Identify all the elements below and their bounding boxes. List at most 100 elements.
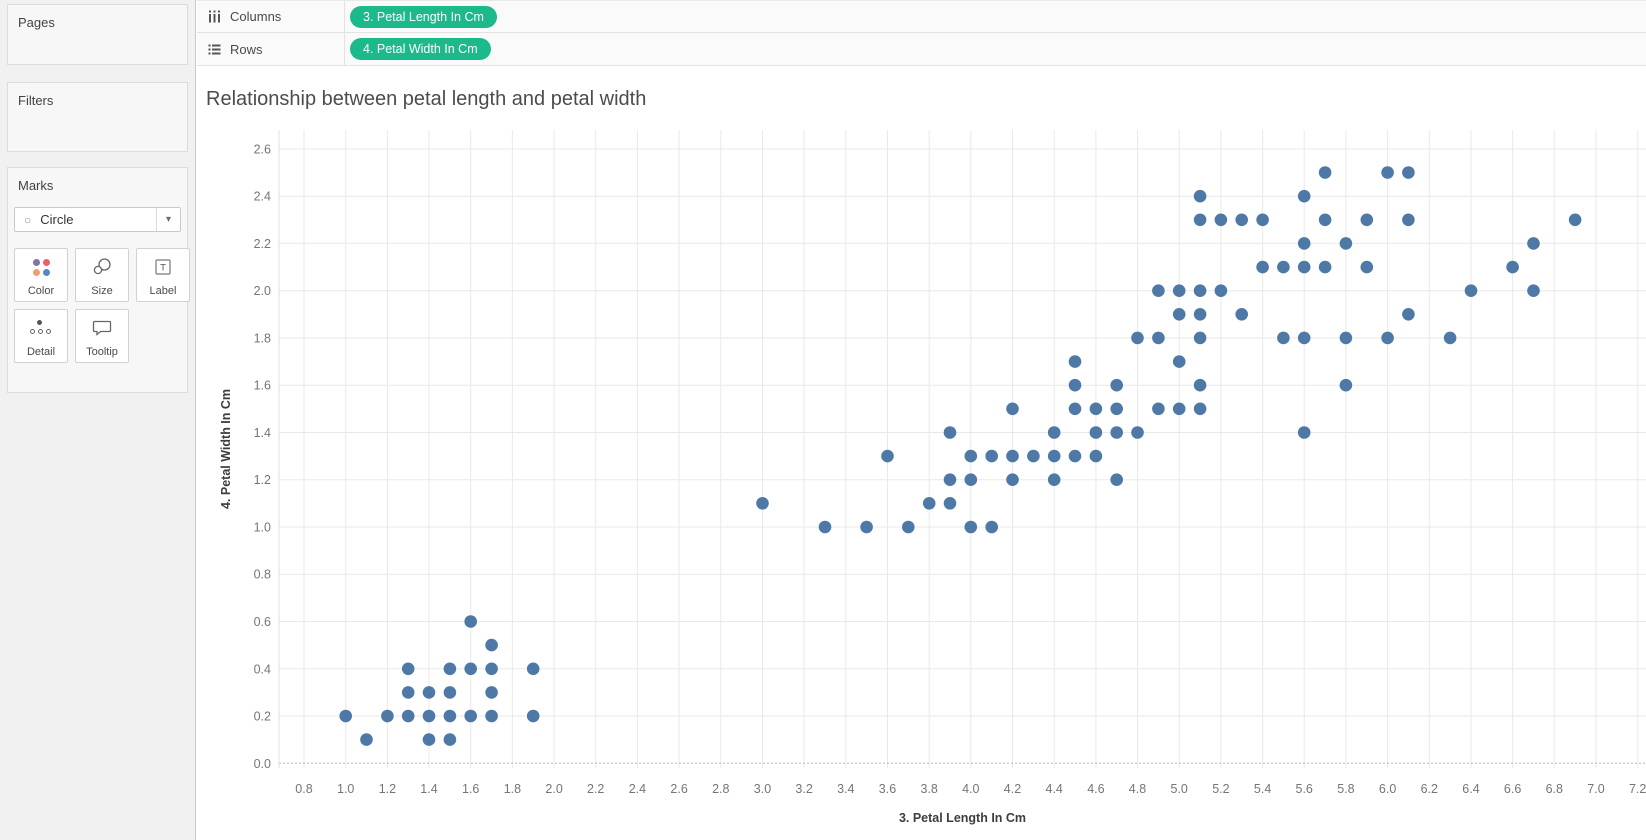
data-point[interactable] xyxy=(422,709,436,723)
data-point[interactable] xyxy=(1297,260,1311,274)
data-point[interactable] xyxy=(1110,473,1123,487)
data-point[interactable] xyxy=(1047,426,1061,439)
data-point[interactable] xyxy=(485,638,498,652)
tooltip-button[interactable]: Tooltip xyxy=(75,309,129,363)
data-point[interactable] xyxy=(443,662,457,676)
data-point[interactable] xyxy=(1089,449,1103,463)
data-point[interactable] xyxy=(1277,260,1290,274)
data-point[interactable] xyxy=(1381,166,1394,179)
data-point[interactable] xyxy=(1297,426,1311,439)
data-point[interactable] xyxy=(881,449,894,463)
data-point[interactable] xyxy=(485,686,498,699)
data-point[interactable] xyxy=(1110,402,1123,416)
detail-button[interactable]: Detail xyxy=(14,309,68,363)
data-point[interactable] xyxy=(360,733,373,746)
data-point[interactable] xyxy=(1006,449,1019,463)
data-point[interactable] xyxy=(1256,213,1269,227)
data-point[interactable] xyxy=(1006,402,1019,416)
data-point[interactable] xyxy=(922,497,936,510)
data-point[interactable] xyxy=(464,615,478,628)
data-point[interactable] xyxy=(1256,260,1269,274)
data-point[interactable] xyxy=(422,686,436,699)
data-point[interactable] xyxy=(1339,237,1353,250)
data-point[interactable] xyxy=(964,473,978,487)
mark-type-dropdown[interactable]: ○ Circle ▾ xyxy=(14,207,181,232)
size-button[interactable]: Size xyxy=(75,248,129,302)
data-point[interactable] xyxy=(1318,260,1332,274)
data-point[interactable] xyxy=(1068,378,1082,392)
data-point[interactable] xyxy=(1402,166,1415,179)
data-point[interactable] xyxy=(1193,331,1207,345)
data-point[interactable] xyxy=(1172,355,1186,368)
scatter-plot[interactable]: 0.8 1.0 1.2 1.4 1.6 1.8 2.0 2.2 2.4 2.6 2.8 3.0 3.2 3… xyxy=(200,120,1646,840)
data-point[interactable] xyxy=(485,709,498,723)
data-point[interactable] xyxy=(1568,213,1582,227)
data-point[interactable] xyxy=(526,662,540,676)
data-point[interactable] xyxy=(756,497,769,510)
chevron-down-icon[interactable]: ▾ xyxy=(156,208,180,231)
data-point[interactable] xyxy=(1068,449,1082,463)
data-point[interactable] xyxy=(1027,449,1040,463)
data-point[interactable] xyxy=(902,520,915,534)
data-point[interactable] xyxy=(1318,213,1332,227)
data-point[interactable] xyxy=(1402,308,1415,321)
data-point[interactable] xyxy=(1506,260,1519,274)
data-point[interactable] xyxy=(1110,378,1123,392)
data-point[interactable] xyxy=(943,426,957,439)
data-point[interactable] xyxy=(1131,426,1144,439)
data-point[interactable] xyxy=(1214,284,1228,297)
data-point[interactable] xyxy=(526,709,540,723)
data-point[interactable] xyxy=(964,520,978,534)
data-point[interactable] xyxy=(485,662,498,676)
data-point[interactable] xyxy=(1068,402,1082,416)
columns-shelf[interactable]: Columns 3. Petal Length In Cm xyxy=(197,0,1646,33)
data-point[interactable] xyxy=(1214,213,1228,227)
data-point[interactable] xyxy=(1193,378,1207,392)
data-point[interactable] xyxy=(1193,284,1207,297)
data-point[interactable] xyxy=(985,520,998,534)
data-point[interactable] xyxy=(1235,308,1248,321)
pages-shelf[interactable]: Pages xyxy=(7,4,188,65)
data-point[interactable] xyxy=(1443,331,1457,345)
data-point[interactable] xyxy=(1277,331,1290,345)
data-point[interactable] xyxy=(1193,402,1207,416)
data-point[interactable] xyxy=(1297,331,1311,345)
data-point[interactable] xyxy=(1339,378,1353,392)
data-point[interactable] xyxy=(1047,449,1061,463)
data-point[interactable] xyxy=(1152,284,1165,297)
data-point[interactable] xyxy=(1235,213,1248,227)
data-point[interactable] xyxy=(1360,260,1374,274)
data-point[interactable] xyxy=(401,662,415,676)
data-point[interactable] xyxy=(1172,308,1186,321)
filters-shelf[interactable]: Filters xyxy=(7,82,188,152)
data-point[interactable] xyxy=(443,709,457,723)
data-point[interactable] xyxy=(1089,426,1103,439)
data-point[interactable] xyxy=(422,733,436,746)
data-point[interactable] xyxy=(1318,166,1332,179)
label-button[interactable]: T Label xyxy=(136,248,190,302)
data-point[interactable] xyxy=(1193,213,1207,227)
data-point[interactable] xyxy=(1339,331,1353,345)
data-point[interactable] xyxy=(1152,331,1165,345)
data-point[interactable] xyxy=(1402,213,1415,227)
data-point[interactable] xyxy=(985,449,998,463)
data-point[interactable] xyxy=(860,520,873,534)
data-point[interactable] xyxy=(401,686,415,699)
data-point[interactable] xyxy=(1089,402,1103,416)
data-point[interactable] xyxy=(464,662,478,676)
data-point[interactable] xyxy=(1172,284,1186,297)
data-point[interactable] xyxy=(401,709,415,723)
data-point[interactable] xyxy=(1527,284,1540,297)
data-point[interactable] xyxy=(1464,284,1478,297)
data-point[interactable] xyxy=(943,473,957,487)
data-point[interactable] xyxy=(381,709,394,723)
data-point[interactable] xyxy=(1193,308,1207,321)
rows-shelf[interactable]: Rows 4. Petal Width In Cm xyxy=(197,33,1646,66)
rows-pill[interactable]: 4. Petal Width In Cm xyxy=(350,38,491,60)
data-point[interactable] xyxy=(1297,237,1311,250)
data-point[interactable] xyxy=(1152,402,1165,416)
data-point[interactable] xyxy=(1047,473,1061,487)
columns-pill[interactable]: 3. Petal Length In Cm xyxy=(350,5,497,28)
data-point[interactable] xyxy=(1297,189,1311,203)
data-point[interactable] xyxy=(1110,426,1123,439)
